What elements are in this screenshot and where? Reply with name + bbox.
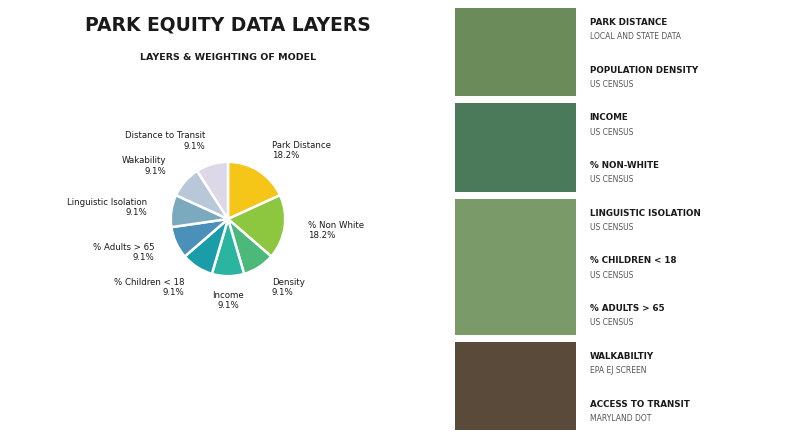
Text: LAYERS & WEIGHTING OF MODEL: LAYERS & WEIGHTING OF MODEL bbox=[140, 53, 316, 62]
Text: % Adults > 65
9.1%: % Adults > 65 9.1% bbox=[93, 243, 154, 262]
Wedge shape bbox=[212, 219, 244, 276]
Text: LOCAL AND STATE DATA: LOCAL AND STATE DATA bbox=[590, 32, 681, 41]
Text: % Non White
18.2%: % Non White 18.2% bbox=[308, 221, 365, 240]
Bar bbox=[455, 198, 576, 335]
Text: PARK DISTANCE: PARK DISTANCE bbox=[590, 18, 667, 27]
Text: % ADULTS > 65: % ADULTS > 65 bbox=[590, 304, 664, 313]
Text: INCOME: INCOME bbox=[590, 113, 628, 122]
Text: US CENSUS: US CENSUS bbox=[590, 223, 633, 232]
Text: US CENSUS: US CENSUS bbox=[590, 128, 633, 137]
Text: % NON-WHITE: % NON-WHITE bbox=[590, 161, 658, 170]
Text: Income
9.1%: Income 9.1% bbox=[212, 290, 244, 310]
Wedge shape bbox=[228, 219, 271, 274]
Wedge shape bbox=[197, 162, 228, 219]
Text: MARYLAND DOT: MARYLAND DOT bbox=[590, 414, 651, 423]
Text: ACCESS TO TRANSIT: ACCESS TO TRANSIT bbox=[590, 399, 690, 409]
Text: Distance to Transit
9.1%: Distance to Transit 9.1% bbox=[125, 131, 205, 151]
Text: US CENSUS: US CENSUS bbox=[590, 175, 633, 184]
Text: POPULATION DENSITY: POPULATION DENSITY bbox=[590, 66, 698, 75]
Text: PARK EQUITY DATA LAYERS: PARK EQUITY DATA LAYERS bbox=[85, 15, 371, 34]
Text: % Children < 18
9.1%: % Children < 18 9.1% bbox=[114, 278, 184, 297]
Text: US CENSUS: US CENSUS bbox=[590, 318, 633, 328]
Text: Density
9.1%: Density 9.1% bbox=[272, 278, 305, 297]
Text: % CHILDREN < 18: % CHILDREN < 18 bbox=[590, 257, 676, 265]
Wedge shape bbox=[228, 162, 280, 219]
Text: US CENSUS: US CENSUS bbox=[590, 271, 633, 280]
Text: Wakability
9.1%: Wakability 9.1% bbox=[122, 156, 166, 176]
Text: US CENSUS: US CENSUS bbox=[590, 80, 633, 89]
Wedge shape bbox=[176, 171, 228, 219]
Wedge shape bbox=[185, 219, 228, 274]
Wedge shape bbox=[228, 195, 285, 256]
Text: Linguistic Isolation
9.1%: Linguistic Isolation 9.1% bbox=[67, 198, 148, 217]
Bar bbox=[455, 342, 576, 430]
Text: WALKABILTIY: WALKABILTIY bbox=[590, 352, 654, 361]
Bar bbox=[455, 8, 576, 96]
Bar bbox=[455, 103, 576, 192]
Text: Park Distance
18.2%: Park Distance 18.2% bbox=[272, 141, 331, 160]
Text: LINGUISTIC ISOLATION: LINGUISTIC ISOLATION bbox=[590, 209, 700, 218]
Text: EPA EJ SCREEN: EPA EJ SCREEN bbox=[590, 366, 646, 375]
Wedge shape bbox=[171, 219, 228, 256]
Wedge shape bbox=[171, 195, 228, 227]
